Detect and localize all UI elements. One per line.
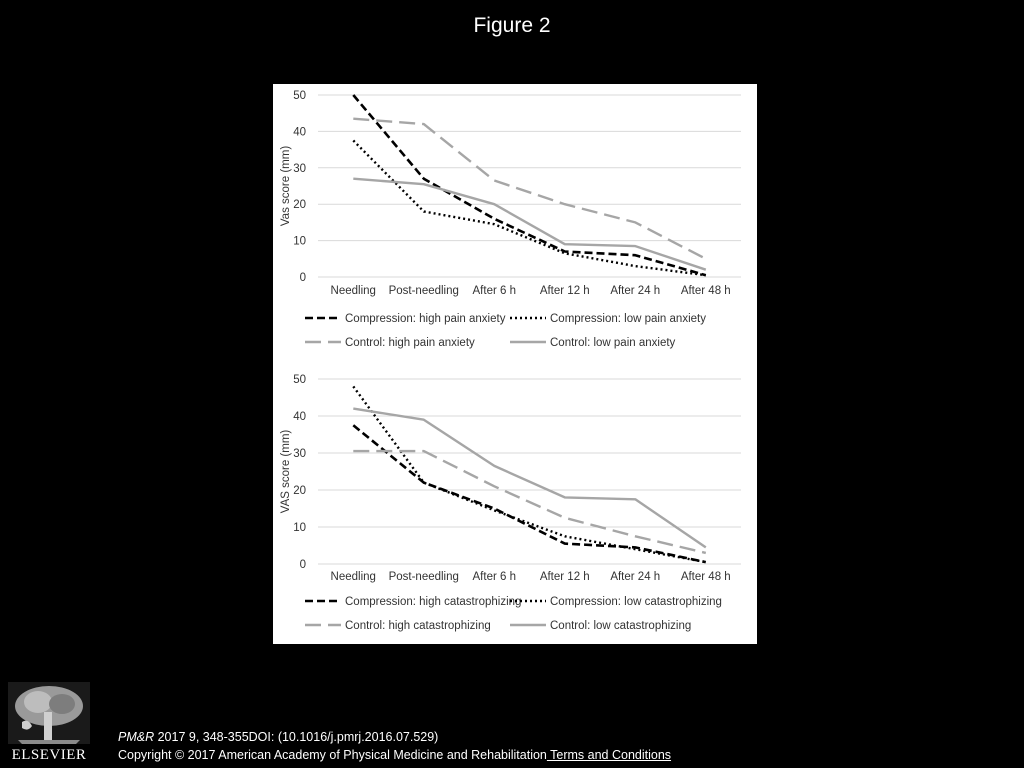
chart2-x-tick-label: Needling	[331, 571, 376, 583]
chart1-y-tick-label: 50	[293, 90, 306, 102]
chart2-y-tick-label: 20	[293, 485, 306, 497]
elsevier-tree-logo	[8, 682, 90, 744]
chart2-y-tick-label: 0	[300, 559, 306, 571]
chart2-y-axis-label: VAS score (mm)	[280, 430, 292, 514]
chart2-series-line-3	[353, 449, 707, 555]
chart1-legend-label: Control: high pain anxiety	[345, 337, 475, 349]
chart2-legend-label: Control: high catastrophizing	[345, 620, 491, 632]
chart2-x-tick-label: After 48 h	[681, 571, 731, 583]
chart1-series-line-3	[353, 117, 707, 260]
chart1-x-tick-label: After 12 h	[540, 285, 590, 297]
chart1-y-tick-label: 0	[300, 272, 306, 284]
chart1-series-line-1	[352, 94, 707, 277]
chart1-legend-label: Compression: low pain anxiety	[550, 313, 706, 325]
slide-title: Figure 2	[473, 14, 551, 37]
chart2-x-tick-label: After 6 h	[473, 571, 516, 583]
chart1-series-line-4	[353, 177, 707, 271]
chart1-y-tick-label: 10	[293, 236, 306, 248]
chart1-legend-label: Compression: high pain anxiety	[345, 313, 506, 325]
chart1-y-tick-label: 40	[293, 126, 306, 138]
chart1-x-tick-label: After 24 h	[610, 285, 660, 297]
figure-charts: 0 10 20 30 40 50 Vas score (mm) Needling Post-ne…	[280, 90, 741, 632]
chart2-y-tick-label: 50	[293, 374, 306, 386]
chart2-series-line-2	[352, 385, 707, 564]
figure-panel: 0 10 20 30 40 50 Vas score (mm) Needling Post-ne…	[273, 84, 757, 644]
copyright-line: Copyright © 2017 American Academy of Phy…	[118, 748, 671, 762]
citation: PM&R 2017 9, 348-355DOI: (10.1016/j.pmrj…	[118, 730, 438, 744]
chart1-x-tick-label: Needling	[331, 285, 376, 297]
chart2-y-tick-label: 30	[293, 448, 306, 460]
chart1-x-tick-label: After 48 h	[681, 285, 731, 297]
chart2-x-tick-label: After 24 h	[610, 571, 660, 583]
chart1-y-tick-label: 30	[293, 163, 306, 175]
chart2-legend-label: Control: low catastrophizing	[550, 620, 691, 632]
chart2-x-tick-label: Post-needling	[389, 571, 459, 583]
chart1-series-line-2	[352, 139, 706, 277]
chart1-y-axis-label: Vas score (mm)	[280, 146, 292, 226]
chart2-legend-label: Compression: low catastrophizing	[550, 596, 722, 608]
chart1-x-tick-label: After 6 h	[473, 285, 516, 297]
chart1-x-tick-label: Post-needling	[389, 285, 459, 297]
citation-details: 2017 9, 348-355DOI: (10.1016/j.pmrj.2016…	[154, 730, 439, 744]
chart1-y-tick-label: 20	[293, 199, 306, 211]
terms-and-conditions-link[interactable]: Terms and Conditions	[546, 748, 672, 762]
chart1-legend-label: Control: low pain anxiety	[550, 337, 676, 349]
chart2-y-tick-label: 10	[293, 522, 306, 534]
copyright-text: Copyright © 2017 American Academy of Phy…	[118, 748, 547, 762]
chart2-series-line-1	[352, 424, 707, 564]
elsevier-logo-text: ELSEVIER	[11, 747, 87, 763]
chart2-x-tick-label: After 12 h	[540, 571, 590, 583]
citation-journal: PM&R	[118, 730, 155, 744]
chart2-legend-label: Compression: high catastrophizing	[345, 596, 521, 608]
chart2-y-tick-label: 40	[293, 411, 306, 423]
chart2-series-line-4	[353, 407, 707, 549]
